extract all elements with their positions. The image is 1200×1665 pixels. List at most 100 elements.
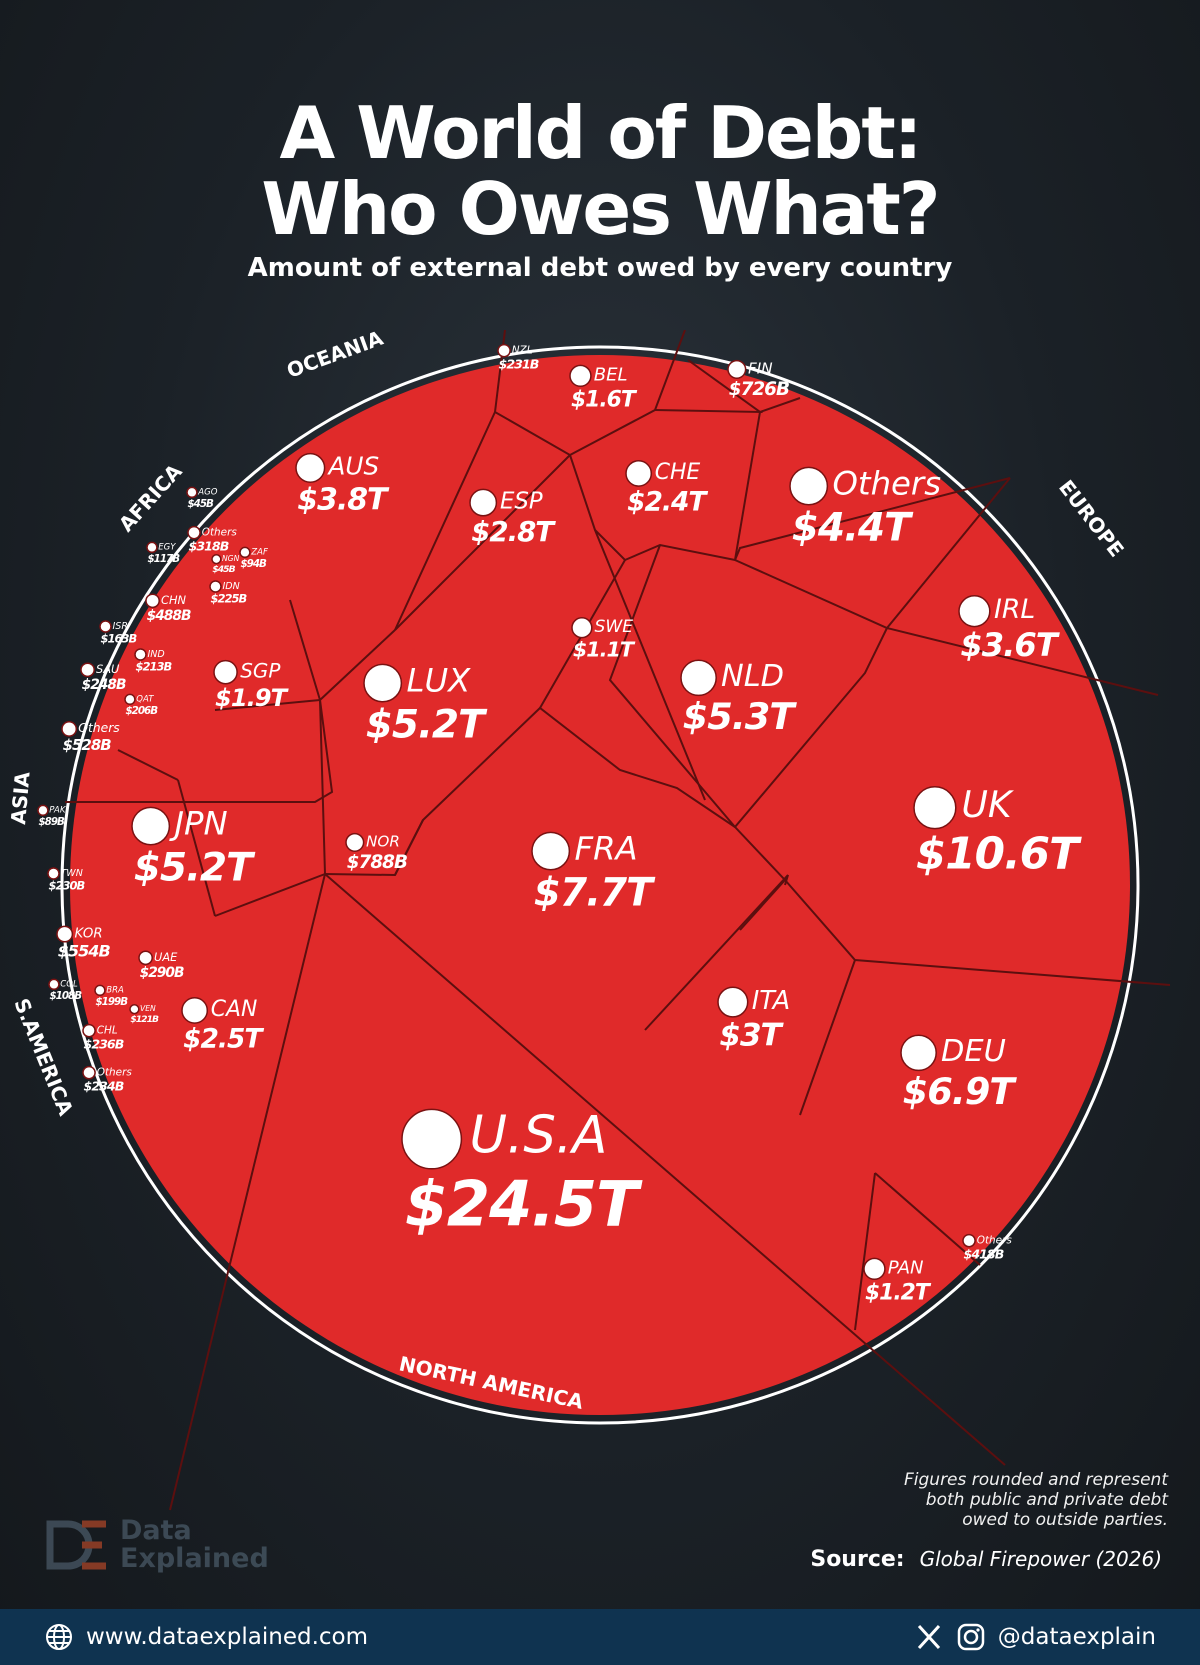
cell-value: $3.6T xyxy=(960,626,1060,664)
cell-qat-33: QAT$206B xyxy=(124,693,159,717)
cell-ago-41: AGO$45B xyxy=(186,486,218,510)
cell-value: $24.5T xyxy=(405,1168,643,1241)
flag-icon xyxy=(962,1233,976,1248)
cell-others-23: Others$418B xyxy=(962,1233,1012,1261)
flag-icon xyxy=(900,1034,937,1072)
flag-icon xyxy=(37,804,49,817)
flag-icon xyxy=(129,1004,140,1015)
cell-isr-35: ISR$163B xyxy=(99,620,139,646)
cell-ind-32: IND$213B xyxy=(134,648,174,674)
cell-border-3 xyxy=(214,699,321,711)
flag-icon xyxy=(571,617,593,639)
cell-pak-40: PAK$89B xyxy=(37,804,67,828)
flag-icon xyxy=(61,721,78,737)
cell-code: Others xyxy=(97,1066,133,1078)
cell-code: KOR xyxy=(75,927,103,942)
cell-value: $108B xyxy=(49,990,82,1002)
cell-border-10 xyxy=(494,330,506,413)
page-title: A World of Debt: Who Owes What? xyxy=(0,95,1200,247)
footer: www.dataexplained.com @dataexplain xyxy=(0,1609,1200,1665)
cell-idn-31: IDN$225B xyxy=(209,580,249,606)
cell-code: PAN xyxy=(888,1258,924,1279)
cell-code: Others xyxy=(833,465,942,503)
cell-value: $236B xyxy=(84,1036,124,1051)
cell-che-13: CHE$2.4T xyxy=(625,460,709,517)
cell-others-24: Others$318B xyxy=(187,525,237,553)
cell-nor-18: NOR $788B xyxy=(345,832,408,873)
cell-code: AGO xyxy=(197,488,217,498)
cell-value: $163B xyxy=(101,632,138,646)
flag-icon xyxy=(789,466,829,506)
cell-code: IRL xyxy=(994,594,1035,625)
flag-icon xyxy=(47,867,60,880)
cell-value: $213B xyxy=(136,660,173,674)
cell-code: SGP xyxy=(240,658,280,682)
cell-code: BRA xyxy=(106,986,124,996)
cell-code: ISR xyxy=(113,621,128,632)
debt-treemap: U.S.A$24.5TUK$10.6TFRA$7.7TDEU$6.9TNLD$5… xyxy=(6,330,1171,1511)
cell-border-0 xyxy=(169,873,326,1511)
cell-border-28 xyxy=(177,779,216,917)
flag-icon xyxy=(863,1257,886,1281)
subtitle: Amount of external debt owed by every co… xyxy=(247,253,953,283)
region-label-s-america: S.AMERICA xyxy=(9,995,78,1119)
cell-value: $117B xyxy=(147,553,180,565)
cell-code: NZL xyxy=(512,344,533,356)
cell-value: $2.8T xyxy=(471,515,556,548)
cell-fra-2: FRA$7.7T xyxy=(531,830,657,916)
flag-icon xyxy=(124,693,136,706)
cell-pan-16: PAN$1.2T xyxy=(863,1257,933,1305)
cell-bel-15: BEL$1.6T xyxy=(569,365,639,412)
cell-ita-10: ITA$3T xyxy=(717,986,790,1053)
instagram-icon[interactable] xyxy=(956,1622,986,1652)
cell-swe-17: SWE$1.1T xyxy=(571,617,637,662)
cell-value: $418B xyxy=(964,1246,1004,1261)
cell-border-14 xyxy=(734,411,761,561)
title-line-2: Who Owes What? xyxy=(261,167,940,251)
brand-line-2: Explained xyxy=(120,1543,269,1574)
source: Source: Global Firepower (2026) xyxy=(810,1547,1162,1572)
flag-icon xyxy=(94,984,106,997)
flag-icon xyxy=(717,986,749,1018)
cell-uk-1: UK$10.6T xyxy=(913,784,1083,880)
cell-col-38: COL$108B xyxy=(48,978,83,1002)
cell-bra-34: BRA$199B xyxy=(94,984,129,1008)
title-line-1: A World of Debt: xyxy=(279,91,922,175)
cell-border-17 xyxy=(608,544,736,828)
cell-code: CHL xyxy=(97,1024,118,1036)
flag-icon xyxy=(211,554,222,565)
cell-value: $3T xyxy=(719,1017,784,1053)
x-icon[interactable] xyxy=(914,1622,944,1652)
cell-value: $2.4T xyxy=(627,486,708,517)
footnote: Figures rounded and represent both publi… xyxy=(748,1470,1168,1530)
cell-code: ESP xyxy=(500,489,543,515)
cell-value: $5.3T xyxy=(683,695,798,738)
cell-ngn-42: NGN$45B xyxy=(211,554,240,575)
cell-code: CAN xyxy=(211,997,258,1022)
cell-fin-19: FIN $726B xyxy=(727,359,790,400)
flag-icon xyxy=(401,1108,463,1170)
globe-icon xyxy=(46,1624,72,1650)
cell-usa-0: U.S.A$24.5T xyxy=(401,1106,644,1241)
region-label-europe: EUROPE xyxy=(1054,475,1129,561)
cell-border-25 xyxy=(854,1172,876,1331)
footnote-line-1: Figures rounded and represent xyxy=(904,1470,1168,1490)
cell-code: NGN xyxy=(222,554,240,563)
cell-value: $231B xyxy=(499,356,539,371)
flag-icon xyxy=(146,541,158,554)
flag-icon xyxy=(145,593,160,609)
flag-icon xyxy=(363,663,403,703)
cell-value: $554B xyxy=(58,942,111,961)
cell-code: ITA xyxy=(752,986,790,1016)
cell-border-26 xyxy=(874,1172,981,1266)
flag-icon xyxy=(82,1023,96,1038)
flag-icon xyxy=(239,546,251,559)
cell-value: $318B xyxy=(189,538,229,553)
cell-value: $6.9T xyxy=(903,1070,1018,1113)
cell-value: $488B xyxy=(147,608,191,624)
cell-border-1 xyxy=(324,873,1006,1466)
cell-value: $45B xyxy=(187,498,214,510)
cell-labels: U.S.A$24.5TUK$10.6TFRA$7.7TDEU$6.9TNLD$5… xyxy=(37,343,1083,1305)
website-link[interactable]: www.dataexplained.com xyxy=(86,1624,369,1650)
cell-value: $5.2T xyxy=(366,703,488,748)
